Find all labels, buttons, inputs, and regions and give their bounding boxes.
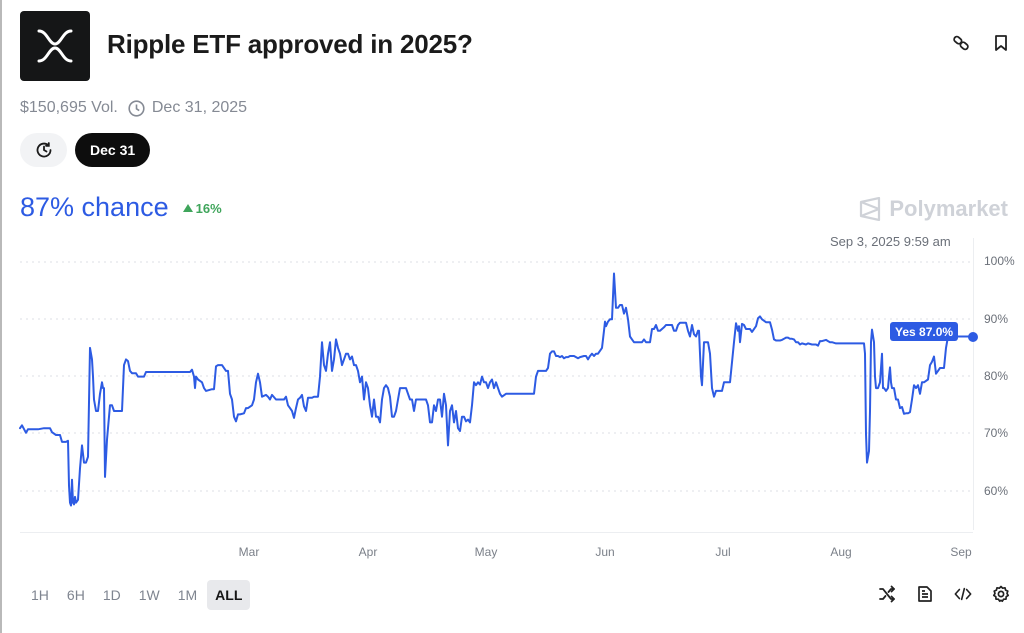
range-6h[interactable]: 6H: [66, 587, 85, 603]
header-actions: [952, 34, 1010, 52]
current-value-dot: [968, 332, 978, 342]
document-button[interactable]: [916, 585, 934, 603]
copy-link-button[interactable]: [952, 34, 970, 52]
bookmark-button[interactable]: [992, 34, 1010, 52]
clock-icon: [128, 99, 145, 117]
market-logo: [20, 11, 90, 81]
link-icon: [953, 35, 969, 51]
history-button[interactable]: [20, 133, 67, 167]
document-icon: [918, 586, 932, 602]
x-axis-line: [20, 532, 973, 533]
triangle-up-icon: [182, 204, 193, 212]
x-tick-may: May: [474, 545, 498, 559]
range-1w[interactable]: 1W: [138, 587, 160, 603]
y-tick-90: 90%: [984, 312, 1009, 326]
market-meta: $150,695 Vol. Dec 31, 2025: [20, 99, 247, 117]
embed-code-icon: [954, 587, 972, 601]
window-left-border: [0, 0, 2, 633]
grid-lines: [20, 261, 970, 492]
x-tick-sep: Sep: [950, 545, 972, 559]
chance-delta-value: 16%: [195, 200, 222, 216]
y-axis-line: [973, 238, 974, 530]
bookmark-icon: [995, 35, 1007, 51]
y-tick-80: 80%: [984, 369, 1009, 383]
xrp-logo-icon: [37, 29, 73, 63]
chance-delta: 16%: [182, 200, 222, 216]
settings-button[interactable]: [992, 585, 1010, 603]
chance-value: 87% chance: [20, 192, 169, 222]
hover-timestamp: Sep 3, 2025 9:59 am: [830, 234, 951, 249]
polymarket-watermark: Polymarket: [859, 196, 1008, 222]
shuffle-button[interactable]: [878, 585, 896, 603]
shuffle-icon: [879, 585, 895, 603]
hover-tooltip: Yes 87.0%: [890, 322, 959, 341]
x-tick-aug: Aug: [830, 545, 852, 559]
brand-name: Polymarket: [889, 196, 1008, 221]
time-range-selector: 1H 6H 1D 1W 1M ALL: [23, 580, 251, 610]
date-pill-dec-31[interactable]: Dec 31: [75, 133, 151, 167]
range-all[interactable]: ALL: [207, 580, 251, 610]
end-date-text: Dec 31, 2025: [151, 99, 248, 116]
settings-gear-icon: [992, 585, 1010, 603]
y-tick-70: 70%: [984, 426, 1009, 440]
embed-button[interactable]: [954, 585, 972, 603]
volume-text: $150,695 Vol.: [20, 99, 118, 116]
x-tick-jul: Jul: [715, 545, 731, 559]
x-tick-apr: Apr: [358, 545, 378, 559]
history-clock-icon: [36, 142, 51, 158]
range-1d[interactable]: 1D: [102, 587, 121, 603]
x-tick-mar: Mar: [238, 545, 260, 559]
yes-series-line: [19, 272, 974, 507]
range-1m[interactable]: 1M: [177, 587, 198, 603]
y-tick-60: 60%: [984, 484, 1009, 498]
polymarket-logo-icon: [860, 197, 881, 221]
market-title: Ripple ETF approved in 2025?: [107, 29, 473, 59]
chart-tools: [878, 585, 1010, 603]
x-tick-jun: Jun: [595, 545, 615, 559]
date-pills: Dec 31: [20, 133, 151, 167]
y-tick-100: 100%: [984, 254, 1015, 268]
range-1h[interactable]: 1H: [31, 587, 49, 603]
chance-summary: 87% chance 16%: [20, 192, 222, 223]
